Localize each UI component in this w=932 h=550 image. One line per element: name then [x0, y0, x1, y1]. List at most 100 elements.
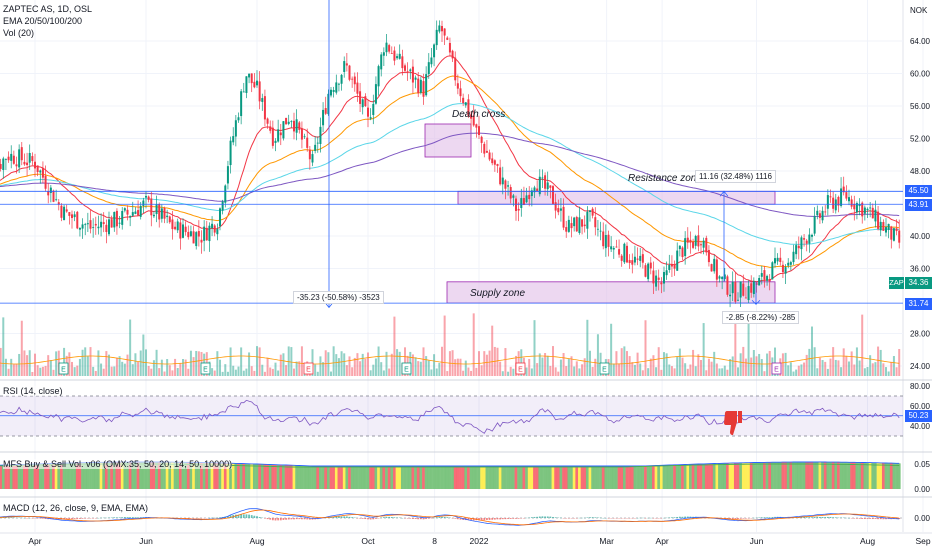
volume-bar [435, 368, 438, 376]
mfs-bar [437, 466, 441, 489]
macd-histogram-bar [359, 518, 361, 519]
earnings-marker [599, 362, 610, 375]
candle-body [224, 185, 227, 203]
mfs-bar [226, 463, 230, 489]
ema-legend[interactable]: EMA 20/50/100/200 [3, 16, 83, 26]
volume-bar [565, 366, 568, 376]
mfs-bar [25, 464, 29, 489]
volume-bar [52, 369, 55, 376]
volume-bar [826, 368, 829, 376]
volume-bar [348, 356, 351, 376]
mfs-bar [821, 462, 824, 489]
mfs-bar [358, 466, 362, 489]
volume-bar [78, 358, 81, 376]
candle-body [652, 270, 655, 284]
mfs-bar [252, 463, 256, 489]
time-tick-label: 2022 [470, 536, 489, 546]
candle-body [636, 258, 639, 260]
candle-body [44, 175, 47, 189]
volume-bar [692, 349, 695, 376]
macd-histogram-bar [242, 514, 245, 518]
mfs-bar [311, 466, 314, 489]
volume-bar [512, 368, 515, 376]
macd-histogram-bar [805, 517, 808, 518]
macd-histogram-bar [414, 518, 417, 519]
candle-body [522, 198, 525, 206]
candle-body [670, 264, 673, 267]
candle-body [874, 209, 877, 222]
volume-bar [34, 353, 36, 376]
macd-histogram-bar [229, 515, 232, 518]
mfs-bar [91, 462, 95, 489]
volume-bar [211, 368, 214, 376]
rsi-title[interactable]: RSI (14, close) [3, 386, 63, 396]
volume-bar [760, 359, 763, 376]
mfs-bar [778, 462, 782, 489]
mfs-bar [332, 466, 336, 489]
rsi-value-tag: 50.23 [905, 410, 932, 422]
mfs-bar [215, 462, 219, 489]
candle-body [713, 258, 716, 272]
mfs-bar [350, 466, 354, 489]
symbol-legend[interactable]: ZAPTEC AS, 1D, OSL [3, 4, 93, 14]
mfs-bar [1, 465, 5, 489]
mfs-bar [363, 466, 367, 489]
mfs-bar [73, 462, 77, 489]
mfs-bar [670, 464, 674, 489]
candle-body [18, 149, 21, 168]
candle-body [850, 199, 853, 207]
mfs-bar [469, 466, 473, 489]
volume-bar [808, 348, 811, 376]
candle-body [23, 161, 26, 165]
candle-body [528, 194, 531, 200]
candle-body [123, 208, 126, 211]
volume-bar [633, 364, 636, 376]
volume-bar [197, 351, 200, 376]
volume-bar [586, 319, 589, 376]
mfs-bar [482, 466, 486, 489]
candle-body [602, 231, 605, 247]
mfs-title[interactable]: MFS Buy & Sell Vol. v06 (OMX:35, 50, 20,… [3, 459, 233, 469]
macd-histogram-bar [826, 516, 829, 518]
mfs-bar [416, 466, 420, 489]
candle-body [496, 164, 499, 166]
volume-bar [845, 356, 848, 376]
candle-body [811, 234, 813, 237]
candle-body [715, 259, 718, 280]
candle-body [892, 228, 895, 241]
candle-body [433, 44, 436, 58]
candle-body [200, 239, 203, 243]
mfs-bar [712, 463, 716, 489]
candle-body [351, 78, 354, 80]
volume-bar [678, 348, 681, 376]
mfs-bar [480, 466, 484, 489]
mfs-bar [601, 466, 605, 489]
candle-body [618, 249, 621, 255]
candle-body [681, 247, 684, 258]
macd-histogram-bar [496, 518, 499, 520]
mfs-bar [70, 462, 74, 489]
mfs-bar [356, 466, 359, 489]
volume-bar [866, 366, 869, 376]
volume-bar [752, 350, 755, 376]
candle-body [63, 206, 66, 221]
volume-bar [380, 362, 383, 376]
mfs-bar [609, 466, 613, 489]
mfs-bar [38, 463, 42, 489]
candle-body [686, 237, 689, 243]
volume-bar [853, 364, 856, 376]
macd-histogram-bar [824, 517, 827, 518]
vol-legend[interactable]: Vol (20) [3, 28, 35, 38]
macd-title[interactable]: MACD (12, 26, close, 9, EMA, EMA) [3, 503, 149, 513]
mfs-bar [773, 462, 777, 489]
volume-bar [594, 358, 597, 376]
volume-bar [108, 354, 110, 376]
mfs-bar [120, 462, 124, 489]
mfs-bar [689, 464, 692, 489]
macd-histogram-bar [483, 518, 486, 521]
volume-bar [94, 370, 97, 376]
volume-bar [596, 334, 599, 376]
candle-body [322, 109, 325, 126]
candle-body [628, 260, 631, 264]
